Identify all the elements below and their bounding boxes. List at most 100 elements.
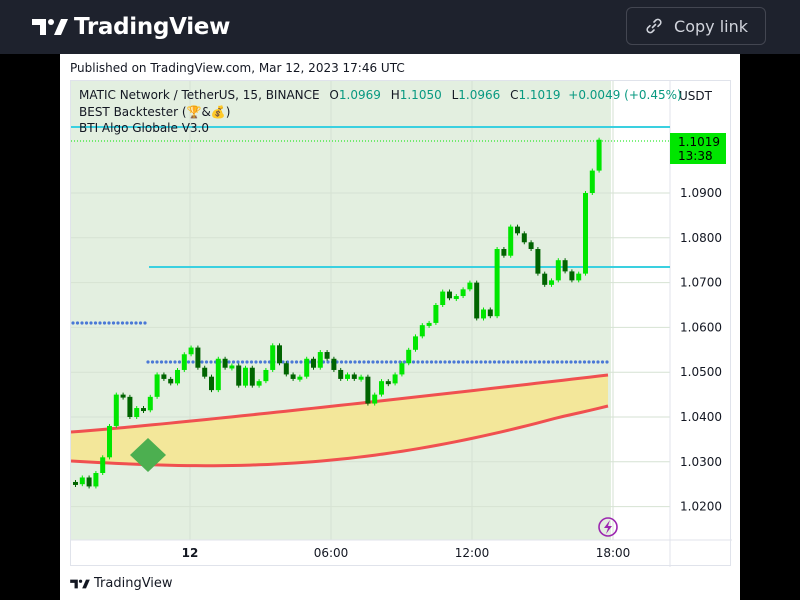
candle-body [358, 376, 364, 380]
chart-frame[interactable]: 1.0900 1.0800 1.0700 1.0600 1.0500 1.0400 1.03… [70, 80, 732, 567]
candle-body [596, 139, 602, 171]
candle-body [127, 396, 133, 417]
candle-body [406, 349, 412, 364]
candle-body [154, 374, 160, 397]
brand-name: TradingView [74, 14, 231, 40]
ohlc-open-label: O [329, 88, 339, 102]
candle-body [589, 170, 595, 193]
candle-body [79, 477, 85, 485]
time-tick: 12:00 [455, 546, 490, 560]
candle-body [440, 291, 446, 305]
candle-body [277, 345, 282, 364]
ohlc-high-value: 1.1050 [399, 88, 442, 102]
candle-body [202, 367, 208, 377]
candle-body [413, 336, 418, 350]
price-tick: 1.0300 [680, 455, 722, 469]
symbol-name: MATIC Network / TetherUS, 15, BINANCE [79, 88, 320, 102]
candle-body [535, 249, 541, 274]
candle-body [168, 378, 174, 384]
last-price-value: 1.1019 [678, 135, 720, 149]
lightning-icon[interactable] [598, 517, 618, 537]
candle-body [562, 260, 568, 272]
candle-body [487, 309, 493, 317]
symbol-row[interactable]: MATIC Network / TetherUS, 15, BINANCE O 1… [79, 87, 682, 104]
chart-canvas[interactable]: 1.0900 1.0800 1.0700 1.0600 1.0500 1.0400 1.03… [71, 81, 732, 567]
candle-body [345, 374, 350, 379]
time-tick: 12 [182, 546, 199, 560]
candle-body [222, 358, 228, 368]
bar-countdown: 13:38 [678, 149, 713, 163]
tradingview-logo[interactable]: TradingView [32, 11, 230, 43]
last-price-label: 1.1019 13:38 [670, 133, 726, 164]
ohlc-close-label: C [510, 88, 519, 102]
time-tick: 18:00 [596, 546, 631, 560]
candle-body [263, 369, 269, 382]
footer-brand-name: TradingView [94, 576, 173, 591]
candle-body [283, 363, 289, 375]
tradingview-logo-icon [32, 19, 68, 35]
candle-body [120, 394, 126, 398]
candle-body [583, 193, 588, 274]
price-tick: 1.0800 [680, 231, 722, 245]
candle-body [379, 381, 384, 395]
candle-body [399, 363, 405, 375]
price-tick: 1.0700 [680, 276, 722, 290]
candle-body [453, 296, 459, 300]
candle-body [338, 369, 344, 379]
candle-body [542, 273, 548, 285]
candle-body [385, 381, 391, 385]
time-axis[interactable]: 12 06:00 12:00 18:00 [182, 546, 631, 560]
published-info: Published on TradingView.com, Mar 12, 20… [70, 61, 405, 75]
candle-body [297, 376, 303, 380]
candle-body [447, 291, 452, 299]
candle-body [460, 289, 466, 297]
time-tick: 06:00 [314, 546, 349, 560]
indicator-bti-algo[interactable]: BTI Algo Globale V3.0 [79, 121, 210, 135]
copy-link-button[interactable]: Copy link [626, 7, 766, 45]
candle-body [249, 367, 255, 386]
candle-body [73, 481, 78, 485]
candle-body [290, 374, 296, 379]
currency-label: USDT [679, 89, 713, 103]
candle-body [467, 282, 473, 290]
footer-brand[interactable]: TradingView [70, 576, 173, 591]
candle-body [426, 322, 432, 326]
candle-body [474, 282, 480, 319]
candle-body [433, 305, 439, 323]
candle-body [175, 369, 180, 384]
candle-body [311, 358, 316, 368]
indicator-backtester[interactable]: BEST Backtester (🏆&💰) [79, 104, 231, 119]
copy-link-label: Copy link [674, 16, 748, 36]
candle-body [508, 226, 514, 256]
candle-body [270, 345, 276, 370]
candle-body [107, 425, 112, 458]
link-icon [646, 18, 662, 34]
candle-body [147, 396, 153, 411]
candle-body [188, 347, 194, 355]
candle-body [317, 352, 323, 368]
ma-ribbon [71, 373, 609, 468]
price-axis[interactable]: 1.0900 1.0800 1.0700 1.0600 1.0500 1.0400 1.03… [680, 186, 722, 514]
top-bar: TradingView Copy link [0, 0, 800, 54]
candle-body [181, 354, 187, 370]
candle-body [229, 365, 235, 369]
candle-body [331, 358, 337, 370]
ohlc-change: +0.0049 (+0.45%) [568, 88, 682, 102]
candle-body [161, 374, 167, 379]
candle-body [100, 457, 106, 473]
price-tick: 1.0400 [680, 410, 722, 424]
candle-body [365, 376, 371, 404]
candle-body [141, 408, 146, 412]
candle-body [549, 280, 554, 285]
candle-body [481, 309, 486, 319]
candle-body [372, 394, 378, 404]
price-tick: 1.0600 [680, 320, 722, 334]
candle-body [195, 347, 201, 368]
tradingview-logo-icon [70, 579, 90, 588]
candle-body [392, 374, 398, 384]
ohlc-low-label: L [451, 88, 459, 102]
candle-body [86, 477, 92, 487]
ohlc-high-label: H [390, 88, 400, 102]
candle-body [576, 273, 582, 281]
candle-body [494, 249, 500, 317]
